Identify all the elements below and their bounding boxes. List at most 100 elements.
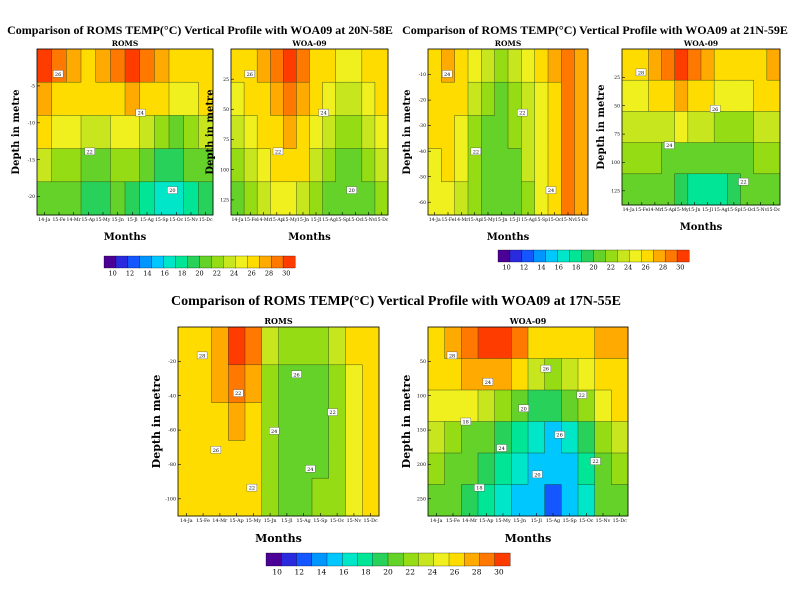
p1b-cell-4-5 [296,181,310,216]
p1b-cell-1-5 [296,82,310,116]
p2a-ytick-label-5: -60 [419,200,426,206]
p1a-cell-4-0 [37,181,53,216]
p2b-ytick-label-0: 25 [614,75,620,81]
cb1-label-5: 20 [195,270,203,278]
p1b-cell-3-1 [244,148,258,183]
figure-2: Comparison of ROMS TEMP(°C) Vertical Pro… [402,23,788,243]
p3a-cell-4-1 [194,478,212,517]
p1a-cell-3-10 [183,148,199,183]
p1b-cell-1-9 [348,82,363,116]
p2b-contour-label-3: 22 [738,177,749,186]
p2b-xtick-label-2: 14-Mr [648,207,663,213]
p2b-cell-0-3 [661,49,676,81]
p1b-contour-label-3: 20 [346,186,357,194]
cb1-label-6: 22 [213,270,221,278]
p2a-cell-1-11 [574,82,589,116]
p2b-ytick-label-3: 100 [611,160,620,166]
p1a-title: ROMS [112,39,138,48]
panel-woa09-21n59e: 28 26 24 22 WOA-09 25 50 75 100 125 14-Ja 15-Fe 14-M… [596,39,781,233]
cb2-label-0: 10 [503,264,511,272]
p1b-xlabel: Months [288,232,331,243]
cb1-label-9: 28 [265,270,273,278]
p3a-cell-2-7 [295,402,313,441]
p3a-cell-2-1 [194,402,212,441]
p2a-cell-2-6 [508,115,522,150]
p2b-cell-4-8 [727,173,741,206]
p1a-contour-label-3: 20 [167,186,178,194]
p3a-cell-1-6 [278,364,296,404]
p1b-xtick-label-5: 15-Jn [297,217,309,223]
p2b-cell-2-8 [727,111,741,144]
p1a-xtick-label-1: 15-Fe [52,217,65,223]
p2b-cell-4-10 [753,173,768,206]
p3a-cell-3-4 [245,440,263,479]
p2a-cell-4-6 [508,181,522,216]
p1b-cell-4-4 [283,181,297,216]
p3a-contour-label-6: 24 [305,465,316,473]
p3b-cell-3-8 [561,421,579,454]
p1b-ytick-label-1: 50 [223,107,229,113]
p1a-cell-2-4 [95,115,111,150]
svg-text:26: 26 [247,72,253,78]
p1a-cell-3-8 [154,148,170,183]
p1a-cell-4-6 [125,181,141,216]
svg-text:28: 28 [199,353,205,359]
p2b-cell-1-3 [661,80,676,112]
p3a-xtick-label-7: 15-Ag [296,518,310,524]
p1a-cell-2-6 [125,115,141,150]
p2a-xtick-label-10: 15-Nv [561,217,575,223]
p1b-cell-2-10 [361,115,376,150]
cb1-label-10: 30 [282,270,290,278]
p2a-xtick-label-2: 14-Mr [454,217,469,223]
cb3-swatch-12 [448,552,465,567]
p1b-xtick-label-4: 15-My [283,217,298,223]
p3b-cell-2-6 [528,390,546,422]
p3b-cell-3-5 [511,421,529,454]
p1b-cell-0-9 [348,49,363,83]
p1b-ytick-label-4: 125 [220,198,229,204]
svg-text:22: 22 [740,180,746,186]
p2a-cell-4-8 [534,181,549,216]
p2a-xtick-label-6: 15-Jl [509,217,520,223]
p3a-cell-2-0 [178,402,196,441]
p1b-cell-3-0 [231,148,245,183]
p3b-cell-3-1 [444,421,462,454]
p2b-cell-3-6 [701,142,715,175]
p2a-cell-3-3 [468,148,482,183]
p3a-cell-2-8 [312,402,330,441]
p2b-ytick-label-1: 50 [614,103,620,109]
p2a-xlabel: Months [487,232,530,243]
p3b-title: WOA-09 [509,316,547,326]
p1a-cell-0-6 [125,49,141,83]
p3a-cell-0-9 [328,327,346,366]
cb1-swatch-13 [259,255,272,269]
p2a-xtick-label-3: 15-Ap [468,217,482,223]
p3b-cell-0-6 [528,327,546,359]
p1a-frame [36,48,214,216]
p2a-cell-4-7 [521,181,536,216]
p2a-contour-label-0: 24 [442,70,453,78]
svg-text:28: 28 [638,70,644,76]
p2b-cell-1-0 [622,80,636,112]
p3b-cell-0-10 [594,327,612,359]
cb2-swatch-15 [676,249,690,263]
cb1-swatch-14 [270,255,284,269]
cb2-label-2: 14 [537,264,545,272]
p1b-cell-4-0 [231,181,245,216]
cb2-label-1: 12 [520,264,528,272]
p2b-xtick-label-5: 15-Jn [688,207,700,213]
p3a-cell-4-6 [278,478,296,517]
p3a-cell-2-11 [362,402,380,441]
p3a-title: ROMS [264,316,292,326]
p3a-cell-0-7 [295,327,313,366]
p3b-contour-label-8: 22 [590,457,601,465]
p1b-contour-label-2: 22 [272,147,284,155]
cb2-swatch-14 [664,249,678,263]
svg-text:26: 26 [556,433,562,439]
p1a-xtick-label-6: 15-Jl [127,217,138,223]
p3a-cell-0-2 [211,327,229,366]
p1a-xtick-label-2: 14-Mr [67,217,82,223]
p1a-cell-3-6 [125,148,141,183]
cb2-swatch-6 [569,249,583,263]
p2a-cell-1-10 [561,82,576,116]
